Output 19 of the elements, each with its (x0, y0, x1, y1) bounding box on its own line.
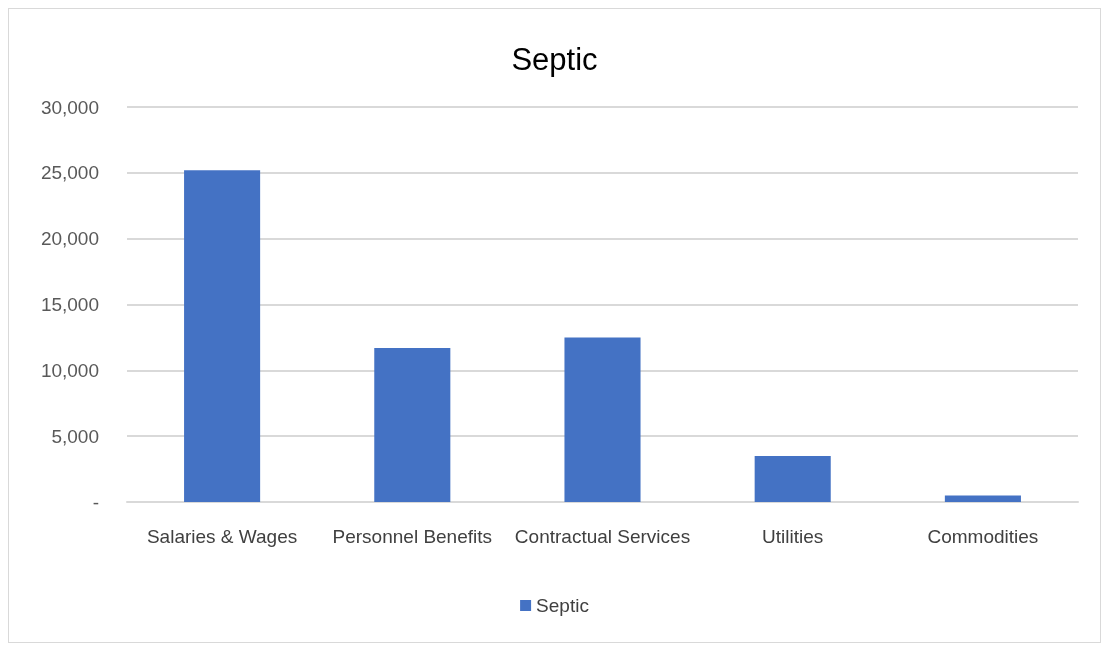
bar (754, 455, 831, 502)
x-tick-label: Contractual Services (514, 525, 691, 547)
y-tick-label: 25,000 (40, 162, 99, 184)
x-tick-label: Salaries & Wages (146, 525, 298, 547)
bar (184, 170, 261, 502)
chart-title: Septic (511, 42, 598, 77)
y-tick-label: 10,000 (40, 359, 99, 381)
y-tick-label: 5,000 (51, 425, 99, 447)
bar (564, 337, 641, 502)
y-tick-label: 20,000 (40, 228, 99, 250)
y-tick-label: 15,000 (40, 294, 99, 315)
y-tick-label: 30,000 (40, 96, 99, 118)
bar (944, 495, 1021, 502)
y-tick-label: - (92, 491, 99, 513)
legend-label: Septic (536, 595, 589, 616)
x-tick-label: Commodities (927, 525, 1039, 547)
x-tick-label: Personnel Benefits (332, 525, 493, 547)
x-tick-label: Utilities (762, 525, 824, 547)
bar (374, 347, 451, 502)
